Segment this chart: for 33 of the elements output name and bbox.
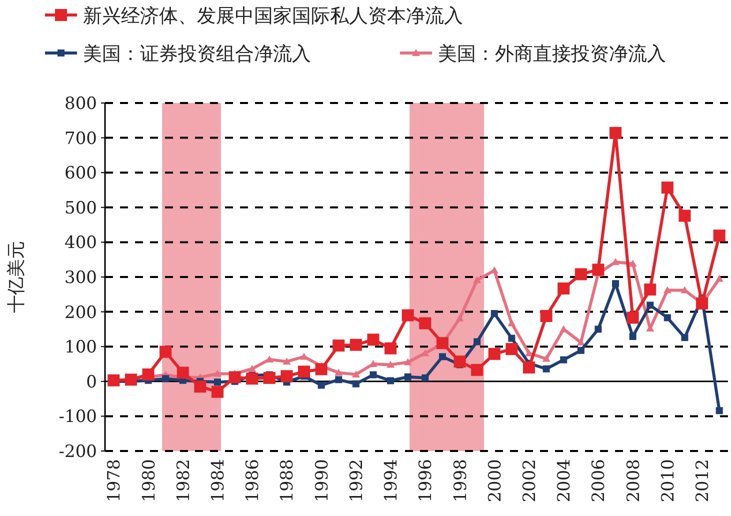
x-tick-label: 2002	[520, 459, 540, 502]
x-tick-label: 1988	[278, 459, 298, 502]
x-tick-label: 2008	[624, 459, 644, 502]
y-tick-label: 400	[64, 233, 97, 254]
y-tick-label: 0	[86, 372, 97, 392]
legend-label: 美国：外商直接投资净流入	[438, 43, 666, 65]
x-tick-label: 1978	[104, 459, 125, 502]
y-tick-label: 100	[64, 338, 97, 358]
x-tick-label: 1990	[312, 459, 332, 502]
x-tick-label: 1982	[174, 459, 194, 502]
x-tick-label: 2010	[658, 459, 678, 502]
y-tick-label: -200	[58, 442, 97, 462]
y-tick-label: 600	[64, 164, 97, 184]
y-tick-label: 500	[64, 198, 97, 218]
y-axis-title: 十亿美元	[6, 241, 27, 313]
y-tick-label: 700	[64, 128, 97, 149]
y-tick-label: 800	[64, 94, 97, 114]
x-tick-label: 1994	[382, 459, 402, 502]
x-tick-label: 2004	[554, 459, 575, 502]
y-tick-label: 300	[64, 268, 97, 288]
legend-label: 新兴经济体、发展中国家国际私人资本净流入	[83, 5, 463, 27]
y-tick-label: 200	[64, 302, 97, 323]
x-tick-label: 1986	[243, 459, 264, 502]
x-tick-label: 1984	[208, 459, 228, 502]
x-tick-label: 2000	[485, 459, 506, 502]
y-tick-label: -100	[58, 407, 97, 428]
x-tick-label: 2012	[693, 459, 714, 502]
x-tick-label: 2006	[589, 459, 610, 502]
x-tick-label: 1998	[450, 459, 471, 502]
x-tick-label: 1996	[416, 459, 436, 502]
x-tick-label: 1980	[139, 459, 160, 502]
x-tick-label: 1992	[346, 459, 367, 502]
legend-label: 美国：证券投资组合净流入	[83, 43, 311, 65]
